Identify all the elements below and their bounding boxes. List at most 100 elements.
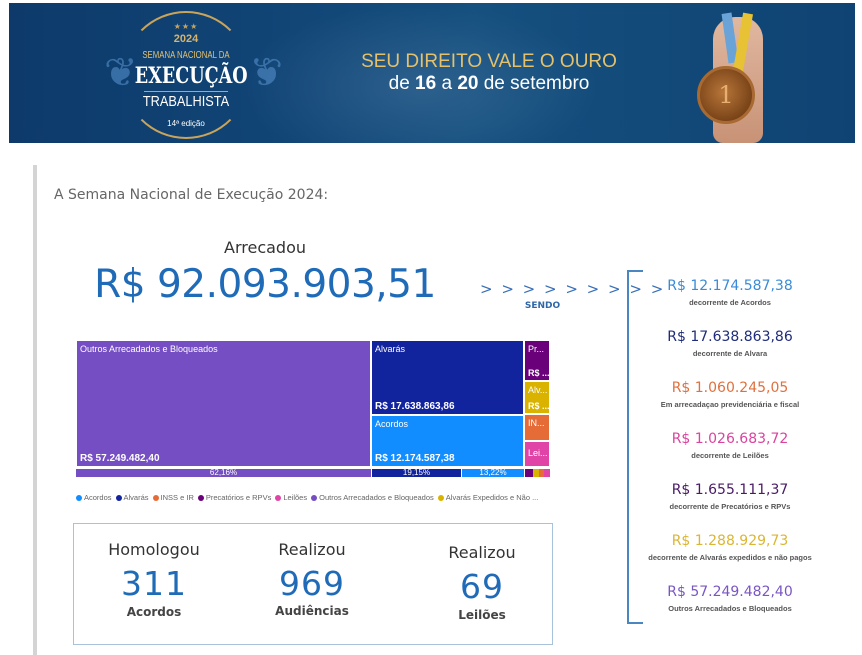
percent-seg-precatorios: [525, 469, 533, 477]
legend-dot-icon: [437, 494, 444, 501]
breakdown-value: R$ 17.638.863,86: [667, 329, 793, 345]
breakdown-desc: decorrente de Precatórios e RPVs: [669, 502, 791, 511]
treemap-tile-precatorios[interactable]: Pr... R$ ...: [524, 340, 550, 381]
tile-label: Acordos: [375, 419, 409, 429]
total-value: R$ 92.093.903,51: [94, 262, 436, 307]
legend-label: Leilões: [283, 493, 308, 502]
tile-label: Lei...: [528, 448, 548, 458]
breakdown-item-acordos: R$ 12.174.587,38 decorrente de Acordos: [645, 278, 815, 329]
medal-icon: 1: [697, 66, 755, 124]
medal-image: 1: [697, 11, 775, 143]
legend-item-outros[interactable]: Outros Arrecadados e Bloqueados: [311, 493, 434, 502]
legend-label: Precatórios e RPVs: [205, 493, 272, 502]
left-accent-rule: [33, 165, 37, 655]
sendo-label: SENDO: [524, 301, 561, 311]
legend-dot-icon: [197, 494, 204, 501]
logo-ring: [122, 11, 250, 139]
kpi-number: 69: [460, 567, 504, 606]
breakdown-value: R$ 12.174.587,38: [667, 278, 793, 294]
tile-label: Outros Arrecadados e Bloqueados: [80, 344, 218, 354]
percent-seg-acordos: 13,22%: [462, 469, 524, 477]
breakdown-desc: decorrente de Alvarás expedidos e não pa…: [648, 553, 812, 562]
event-logo: ★★★ 2024 SEMANA NACIONAL DA EXECUÇÃO TRA…: [122, 11, 250, 139]
breakdown-list: R$ 12.174.587,38 decorrente de Acordos R$…: [645, 278, 815, 635]
treemap-tile-outros[interactable]: Outros Arrecadados e Bloqueados R$ 57.24…: [76, 340, 371, 467]
tile-value: R$ 17.638.863,86: [375, 401, 455, 412]
kpi-head: Homologou: [108, 540, 200, 559]
breakdown-value: R$ 57.249.482,40: [667, 584, 793, 600]
tile-value: R$ ...: [528, 401, 550, 411]
kpi-acordos: Homologou 311 Acordos: [74, 540, 234, 619]
laurel-right-icon: ❦: [249, 50, 283, 96]
stars-icon: ★★★: [173, 22, 199, 31]
legend-item-inss[interactable]: INSS e IR: [152, 493, 194, 502]
kpi-head: Realizou: [278, 540, 346, 559]
breakdown-item-precatorios: R$ 1.655.111,37 decorrente de Precatórios…: [645, 482, 815, 533]
tile-value: R$ 57.249.482,40: [80, 453, 160, 464]
breakdown-value: R$ 1.060.245,05: [671, 380, 789, 396]
treemap-tile-acordos[interactable]: Acordos R$ 12.174.587,38: [371, 415, 524, 467]
kpi-leiloes: Realizou 69 Leilões: [407, 543, 557, 622]
chart-legend: Acordos Alvarás INSS e IR Precatórios e …: [76, 493, 566, 502]
breakdown-item-alvara: R$ 17.638.863,86 decorrente de Alvara: [645, 329, 815, 380]
legend-item-leiloes[interactable]: Leilões: [275, 493, 307, 502]
legend-dot-icon: [76, 494, 82, 501]
total-label: Arrecadou: [224, 238, 306, 257]
kpi-card: Homologou 311 Acordos Realizou 969 Audiê…: [73, 523, 553, 645]
breakdown-item-outros: R$ 57.249.482,40 Outros Arrecadados e Blo…: [645, 584, 815, 635]
treemap-tile-alvaras[interactable]: Alvarás R$ 17.638.863,86: [371, 340, 524, 415]
kpi-number: 311: [121, 564, 187, 603]
breakdown-desc: decorrente de Leilões: [691, 451, 769, 460]
logo-line1: SEMANA NACIONAL DA: [142, 50, 230, 61]
breakdown-value: R$ 1.655.111,37: [671, 482, 789, 498]
tagline-day2: 20: [457, 73, 479, 94]
tagline-pre: de: [388, 73, 416, 94]
legend-item-alvaras-expedidos[interactable]: Alvarás Expedidos e Não ...: [437, 493, 539, 502]
legend-label: Acordos: [84, 493, 112, 502]
legend-item-alvaras[interactable]: Alvarás: [115, 493, 149, 502]
tagline-post: de setembro: [478, 73, 590, 94]
treemap-tile-leiloes[interactable]: Lei...: [524, 441, 550, 467]
logo-divider: [144, 91, 228, 92]
breakdown-value: R$ 1.026.683,72: [671, 431, 789, 447]
tile-label: IN...: [528, 418, 545, 428]
breakdown-desc: Em arrecadaçao previdenciária e fiscal: [660, 400, 800, 409]
tile-label: Pr...: [528, 344, 545, 354]
logo-line2: EXECUÇÃO: [134, 63, 248, 89]
breakdown-item-leiloes: R$ 1.026.683,72 decorrente de Leilões: [645, 431, 815, 482]
legend-dot-icon: [115, 494, 122, 501]
treemap-tile-inss[interactable]: IN...: [524, 414, 550, 441]
breakdown-desc: decorrente de Acordos: [689, 298, 771, 307]
treemap-chart: Outros Arrecadados e Bloqueados R$ 57.24…: [76, 340, 550, 467]
banner-tagline: SEU DIREITO VALE O OURO de 16 a 20 de se…: [339, 51, 639, 95]
logo-line3: TRABALHISTA: [142, 93, 230, 110]
logo-year: 2024: [173, 33, 199, 45]
kpi-sub: Acordos: [126, 605, 182, 619]
treemap-tile-alvaras-expedidos[interactable]: Alv... R$ ...: [524, 381, 550, 414]
legend-label: Alvarás Expedidos e Não ...: [445, 493, 539, 502]
tile-label: Alv...: [528, 385, 548, 395]
legend-label: Alvarás: [123, 493, 149, 502]
event-banner: ❦ ❦ ★★★ 2024 SEMANA NACIONAL DA EXECUÇÃO…: [9, 3, 855, 143]
percent-seg-alvaras: 19,15%: [372, 469, 461, 477]
tagline-mid: a: [436, 73, 458, 94]
logo-edition: 14ª edição: [167, 119, 205, 128]
percent-seg-alvaras-expedidos: [533, 469, 539, 477]
tile-value: R$ 12.174.587,38: [375, 453, 455, 464]
tagline-day1: 16: [415, 73, 437, 94]
legend-dot-icon: [275, 494, 282, 501]
section-title: A Semana Nacional de Execução 2024:: [54, 187, 329, 203]
legend-item-precatorios[interactable]: Precatórios e RPVs: [197, 493, 272, 502]
percent-seg-outros: 62,16%: [76, 469, 371, 477]
chevron-arrows-icon: > > > > > > > > >: [480, 280, 666, 298]
breakdown-bracket: [627, 270, 643, 624]
tile-label: Alvarás: [375, 344, 406, 354]
breakdown-item-previdenciaria: R$ 1.060.245,05 Em arrecadaçao previdenci…: [645, 380, 815, 431]
percent-seg-leiloes: [544, 469, 550, 477]
legend-item-acordos[interactable]: Acordos: [76, 493, 112, 502]
breakdown-item-alvaras-expedidos: R$ 1.288.929,73 decorrente de Alvarás exp…: [645, 533, 815, 584]
tagline-line1: SEU DIREITO VALE O OURO: [361, 51, 617, 72]
tagline-line2: de 16 a 20 de setembro: [339, 73, 639, 95]
breakdown-value: R$ 1.288.929,73: [671, 533, 789, 549]
kpi-number: 969: [279, 564, 345, 603]
